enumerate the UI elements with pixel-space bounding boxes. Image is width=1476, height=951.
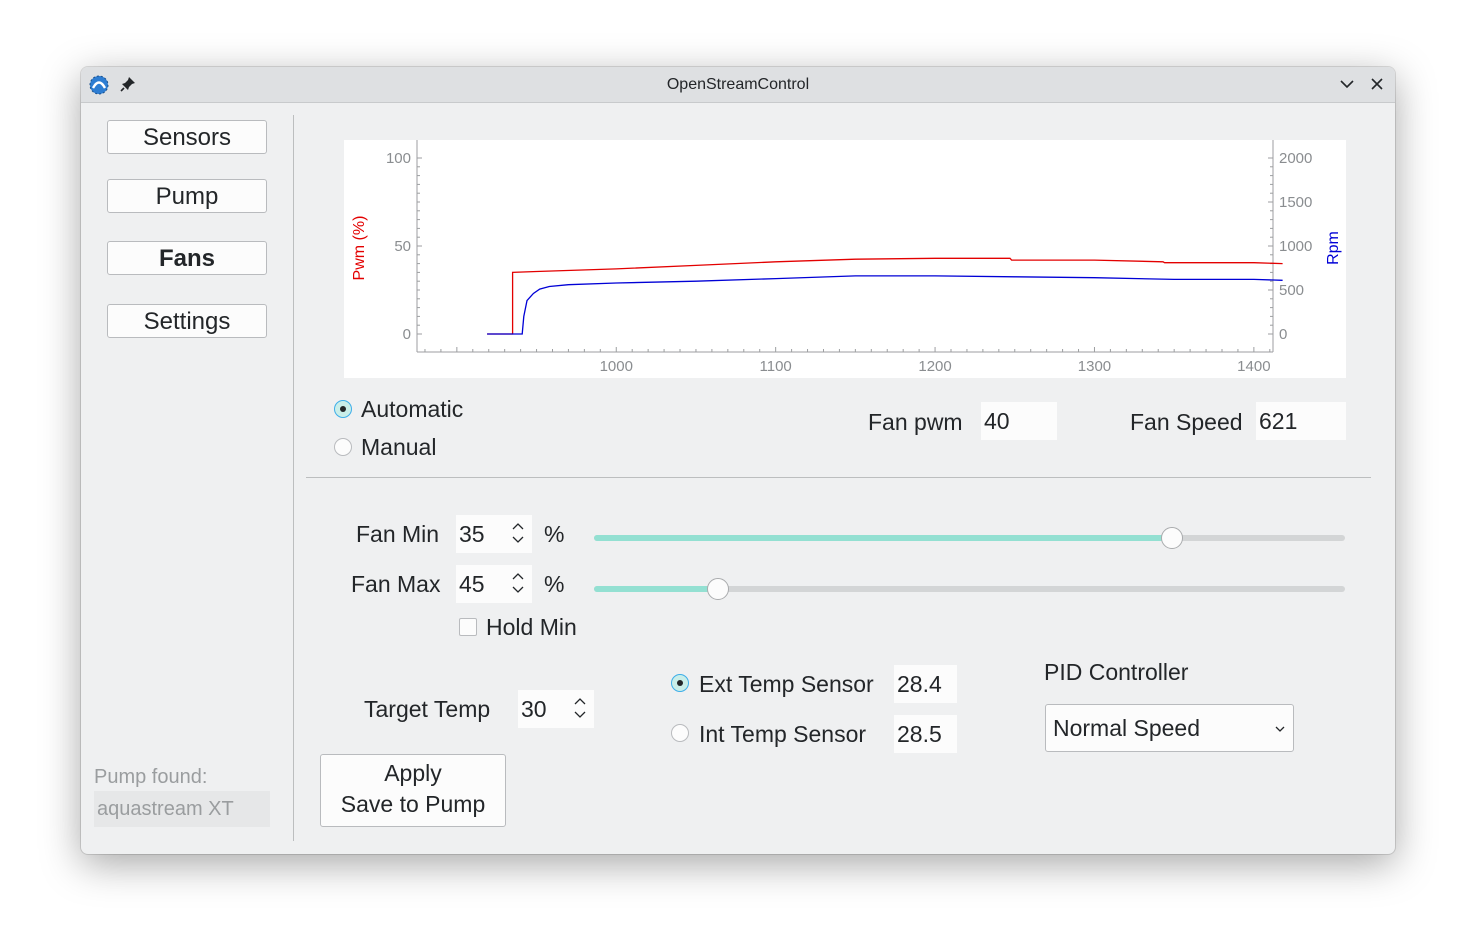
fan-min-spinbox[interactable]: 35	[456, 515, 532, 553]
fan-max-label: Fan Max	[351, 571, 441, 597]
fan-min-unit: %	[544, 521, 565, 547]
y-right-tick-label: 2000	[1279, 150, 1312, 167]
y-right-tick-label: 1000	[1279, 238, 1312, 255]
rpm-series-line	[487, 275, 1283, 335]
title-bar: OpenStreamControl	[81, 67, 1395, 103]
fan-max-value[interactable]: 45	[459, 571, 485, 597]
pid-controller-selected[interactable]: Normal Speed	[1053, 715, 1201, 741]
fan-min-slider-handle[interactable]	[1161, 527, 1184, 549]
pwm-series-line	[487, 257, 1283, 335]
fan-pwm-value: 40	[981, 402, 1057, 440]
fan-min-spin-arrows-icon[interactable]	[511, 520, 525, 546]
hold-min-checkbox[interactable]	[459, 618, 477, 636]
y-right-tick-label: 500	[1279, 282, 1304, 299]
fan-pwm-label: Fan pwm	[868, 409, 963, 435]
fan-min-slider-fill	[594, 535, 1173, 541]
y-right-tick-label: 1500	[1279, 194, 1312, 211]
nav-settings-button[interactable]: Settings	[107, 304, 267, 338]
fan-speed-value: 621	[1256, 402, 1346, 440]
x-tick-label: 1400	[1237, 358, 1270, 375]
fan-max-spin-arrows-icon[interactable]	[511, 570, 525, 596]
apply-label: Apply	[384, 760, 442, 786]
fan-min-label: Fan Min	[356, 521, 440, 547]
ext-temp-sensor-label[interactable]: Ext Temp Sensor	[699, 671, 874, 697]
nav-pump-button[interactable]: Pump	[107, 179, 267, 213]
pin-icon[interactable]	[119, 75, 137, 93]
fan-max-slider-handle[interactable]	[706, 578, 729, 600]
chevron-down-icon[interactable]	[1274, 723, 1286, 735]
fan-max-slider-track[interactable]	[594, 586, 1345, 592]
x-tick-label: 1100	[760, 358, 792, 375]
y-left-tick-label: 100	[386, 150, 411, 167]
close-icon[interactable]	[1368, 75, 1386, 93]
horizontal-divider	[306, 477, 1371, 478]
minimize-chevron-icon[interactable]	[1338, 75, 1356, 93]
target-temp-label: Target Temp	[364, 696, 491, 722]
target-temp-spin-arrows-icon[interactable]	[573, 695, 587, 721]
main-window: OpenStreamControl Sensors Pump Fans Sett…	[81, 67, 1395, 854]
pid-controller-label: PID Controller	[1044, 659, 1189, 685]
x-tick-label: 1300	[1078, 358, 1111, 375]
pump-found-label: Pump found:	[94, 766, 208, 788]
fan-max-spinbox[interactable]: 45	[456, 565, 532, 603]
ext-temp-sensor-radio[interactable]	[671, 674, 689, 692]
automatic-radio[interactable]	[334, 400, 352, 418]
y-left-axis-title: Pwm (%)	[351, 216, 368, 281]
ext-temp-sensor-value: 28.4	[894, 665, 957, 703]
int-temp-sensor-radio[interactable]	[671, 724, 689, 742]
app-icon	[89, 75, 109, 95]
save-to-pump-label: Save to Pump	[340, 791, 486, 817]
pump-found-value: aquastream XT	[94, 791, 270, 827]
fan-max-unit: %	[544, 571, 565, 597]
fan-max-slider-fill	[594, 586, 718, 592]
target-temp-spinbox[interactable]: 30	[518, 690, 594, 728]
manual-label[interactable]: Manual	[361, 434, 437, 460]
nav-fans-button[interactable]: Fans	[107, 241, 267, 275]
pid-controller-combo[interactable]: Normal Speed	[1045, 704, 1294, 752]
int-temp-sensor-label[interactable]: Int Temp Sensor	[699, 721, 867, 747]
y-right-tick-label: 0	[1279, 326, 1287, 343]
y-right-axis-title: Rpm	[1325, 231, 1342, 265]
vertical-divider	[293, 115, 294, 841]
apply-save-button[interactable]: Apply Save to Pump	[320, 754, 506, 827]
target-temp-value[interactable]: 30	[521, 696, 547, 722]
hold-min-label[interactable]: Hold Min	[486, 614, 577, 640]
nav-sensors-button[interactable]: Sensors	[107, 120, 267, 154]
window-title: OpenStreamControl	[666, 76, 810, 93]
manual-radio[interactable]	[334, 438, 352, 456]
int-temp-sensor-value: 28.5	[894, 715, 957, 753]
y-left-tick-label: 50	[394, 238, 411, 255]
pwm-rpm-chart: 1000 1100 1200 1300 140005010005001000150020…	[344, 140, 1346, 378]
automatic-label[interactable]: Automatic	[361, 396, 464, 422]
x-tick-label: 1000	[600, 358, 633, 375]
x-tick-label: 1200	[918, 358, 951, 375]
y-left-tick-label: 0	[403, 326, 411, 343]
fan-speed-label: Fan Speed	[1130, 409, 1243, 435]
fan-min-value[interactable]: 35	[459, 521, 485, 547]
